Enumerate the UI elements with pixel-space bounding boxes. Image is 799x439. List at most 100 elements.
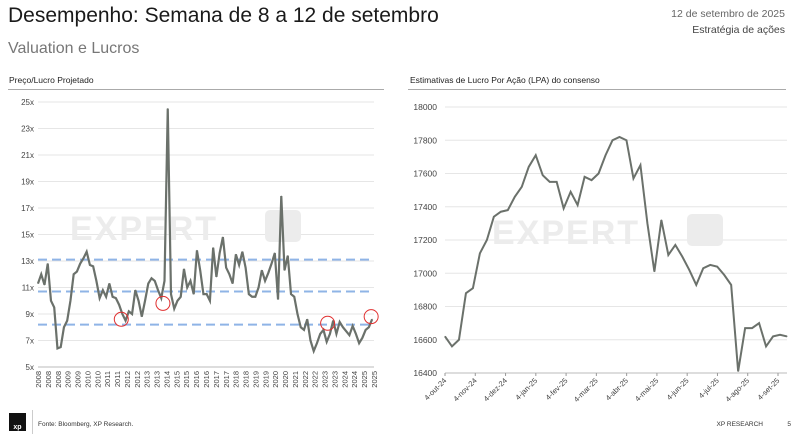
y-tick-label: 17600 [413, 169, 437, 179]
pe-data-point [225, 267, 227, 269]
pe-data-point [345, 330, 347, 332]
pe-data-point [189, 280, 191, 282]
pe-data-point [258, 287, 260, 288]
y-tick-label: 18000 [413, 102, 437, 112]
eps-data-point [570, 191, 572, 193]
pe-data-point [261, 269, 263, 271]
pe-data-point [241, 251, 243, 253]
y-tick-label: 25x [21, 98, 34, 107]
x-tick-label: 2017 [212, 371, 221, 388]
x-tick-label: 4-dez-24 [482, 376, 509, 403]
eps-data-point [514, 196, 516, 198]
eps-data-point [639, 164, 641, 166]
x-tick-label: 4-out-24 [422, 376, 448, 402]
pe-data-point [303, 329, 305, 331]
pe-data-point [43, 284, 45, 286]
pe-data-point [274, 252, 276, 254]
eps-data-point [486, 239, 488, 241]
y-tick-label: 9x [26, 310, 34, 319]
eps-data-point [681, 256, 683, 258]
x-tick-label: 4-fev-25 [544, 376, 570, 402]
pe-data-point [196, 249, 198, 251]
pe-data-point [309, 340, 311, 341]
pe-data-point [170, 293, 172, 295]
pe-data-point [277, 298, 279, 300]
x-tick-label: 2024 [350, 371, 359, 388]
eps-data-point [577, 204, 579, 206]
x-tick-label: 2020 [271, 371, 280, 388]
eps-data-point [465, 292, 467, 294]
x-tick-label: 2019 [261, 371, 270, 388]
x-tick-label: 2008 [54, 371, 63, 388]
x-tick-label: 2012 [133, 371, 142, 388]
eps-data-point [535, 154, 537, 156]
x-tick-label: 4-abr-25 [604, 376, 630, 402]
eps-data-point [542, 174, 544, 176]
y-tick-label: 15x [21, 231, 34, 240]
pe-data-point [147, 283, 149, 285]
x-tick-label: 2011 [103, 371, 112, 387]
x-tick-label: 2009 [64, 371, 73, 388]
pe-data-point [342, 326, 344, 328]
pe-data-point [66, 320, 68, 322]
pe-data-point [199, 269, 201, 271]
pe-data-point [176, 300, 178, 302]
pe-data-point [95, 280, 97, 282]
y-tick-label: 11x [22, 284, 34, 293]
pe-data-point [112, 296, 114, 298]
source-note: Fonte: Bloomberg, XP Research. [38, 421, 134, 428]
pe-data-point [355, 333, 357, 335]
page-subtitle: Valuation e Lucros [8, 40, 140, 57]
x-tick-label: 2010 [93, 371, 102, 388]
x-tick-label: 2018 [232, 371, 241, 388]
eps-series-line [444, 135, 788, 372]
eps-data-point [716, 266, 718, 268]
pe-data-point [316, 342, 318, 344]
pe-data-point [232, 283, 234, 285]
pe-data-point [332, 320, 334, 322]
pe-data-point [361, 337, 363, 339]
eps-chart-title: Estimativas de Lucro Por Ação (LPA) do c… [410, 75, 600, 85]
eps-data-point [737, 370, 739, 372]
pe-data-point [79, 263, 81, 265]
x-tick-label: 2015 [172, 371, 181, 388]
eps-data-point [709, 264, 711, 266]
x-tick-label: 4-ago-25 [724, 376, 752, 404]
pe-data-point [206, 293, 208, 295]
pe-data-point [254, 296, 256, 298]
eps-data-point [584, 176, 586, 178]
y-tick-label: 16800 [413, 302, 437, 312]
pe-data-point [264, 280, 266, 282]
x-tick-label: 2013 [143, 371, 152, 388]
pe-data-point [134, 289, 136, 291]
pe-data-point [202, 293, 204, 295]
pe-data-point [76, 271, 78, 273]
eps-data-point [688, 269, 690, 271]
pe-data-point [164, 280, 166, 282]
eps-data-point [772, 335, 774, 337]
y-tick-label: 23x [21, 125, 34, 134]
pe-data-point [99, 297, 101, 299]
eps-data-point [500, 211, 502, 213]
y-tick-label: 17000 [413, 268, 437, 278]
highlight-circle [320, 315, 336, 331]
pe-data-point [267, 272, 269, 274]
x-tick-label: 2022 [311, 371, 320, 388]
pe-data-point [238, 264, 240, 266]
pe-data-point [47, 263, 49, 265]
pe-data-point [141, 316, 143, 318]
pe-data-point [371, 318, 373, 320]
pe-data-point [293, 296, 295, 298]
footer-brand: XP RESEARCH [716, 421, 763, 428]
y-tick-label: 17400 [413, 202, 437, 212]
pe-data-point [173, 308, 175, 310]
highlight-circle [155, 295, 171, 311]
x-tick-label: 2011 [113, 371, 122, 387]
eps-data-point [674, 244, 676, 246]
xp-watermark-logo [687, 214, 723, 246]
x-tick-label: 2025 [360, 371, 369, 388]
pe-data-point [128, 310, 130, 312]
pe-data-point [53, 306, 55, 308]
eps-data-point [458, 339, 460, 341]
pe-data-point [144, 300, 146, 302]
